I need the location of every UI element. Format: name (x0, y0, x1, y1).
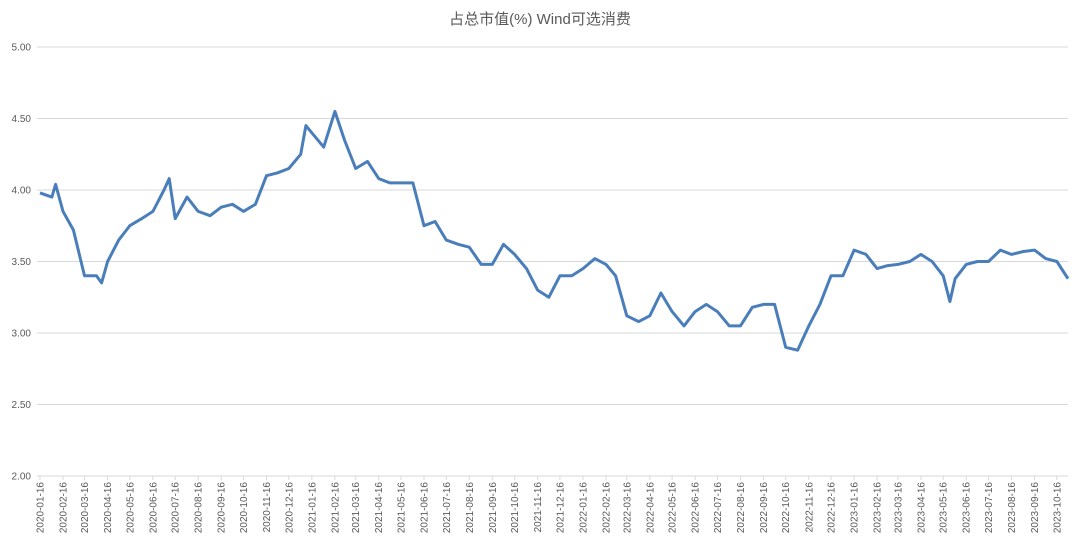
x-tick-label: 2021-02-16 (330, 482, 341, 534)
x-tick-label: 2020-06-16 (148, 482, 159, 534)
x-tick-label: 2020-10-16 (239, 482, 250, 534)
x-tick-label: 2021-04-16 (374, 482, 385, 534)
x-tick-label: 2021-06-16 (419, 482, 430, 534)
x-tick-label: 2023-10-16 (1052, 482, 1063, 534)
x-tick-label: 2022-01-16 (578, 482, 589, 534)
x-tick-label: 2023-07-16 (984, 482, 995, 534)
x-tick-label: 2020-08-16 (194, 482, 205, 534)
line-series (39, 109, 1070, 352)
x-tick-label: 2021-08-16 (465, 482, 476, 534)
chart-title: 占总市值(%) Wind可选消费 (449, 11, 631, 28)
x-tick-label: 2023-04-16 (916, 482, 927, 534)
x-tick-label: 2020-09-16 (217, 482, 228, 534)
x-tick-label: 2022-12-16 (827, 482, 838, 534)
x-tick-label: 2022-10-16 (781, 482, 792, 534)
x-tick-label: 2021-12-16 (555, 482, 566, 534)
x-tick-label: 2022-04-16 (645, 482, 656, 534)
x-tick-label: 2023-06-16 (962, 482, 973, 534)
y-tick-label: 2.00 (12, 472, 32, 483)
x-tick-label: 2020-04-16 (103, 482, 114, 534)
x-tick-label: 2021-10-16 (510, 482, 521, 534)
x-tick-label: 2020-12-16 (284, 482, 295, 534)
x-tick-label: 2023-05-16 (939, 482, 950, 534)
x-tick-label: 2020-07-16 (171, 482, 182, 534)
x-tick-label: 2021-07-16 (442, 482, 453, 534)
x-tick-label: 2021-11-16 (533, 482, 544, 533)
x-tick-label: 2022-08-16 (736, 482, 747, 534)
x-tick-label: 2022-07-16 (713, 482, 724, 534)
y-tick-label: 3.00 (12, 329, 32, 340)
y-tick-label: 4.00 (12, 186, 32, 197)
x-tick-label: 2023-03-16 (893, 482, 904, 534)
x-tick-label: 2021-03-16 (351, 482, 362, 534)
x-tick-label: 2022-09-16 (759, 482, 770, 534)
x-tick-label: 2023-02-16 (873, 482, 884, 534)
y-tick-label: 5.00 (12, 43, 32, 54)
x-tick-label: 2022-02-16 (601, 482, 612, 534)
x-tick-label: 2022-11-16 (804, 482, 815, 533)
x-tick-label: 2021-01-16 (307, 482, 318, 534)
x-tick-label: 2023-08-16 (1007, 482, 1018, 534)
x-tick-label: 2022-06-16 (691, 482, 702, 534)
x-tick-label: 2023-09-16 (1030, 482, 1041, 534)
x-tick-label: 2020-11-16 (262, 482, 273, 533)
x-tick-label: 2023-01-16 (850, 482, 861, 534)
x-tick-label: 2020-05-16 (125, 482, 136, 534)
x-tick-label: 2020-03-16 (80, 482, 91, 534)
x-tick-label: 2020-01-16 (35, 482, 46, 534)
y-tick-label: 3.50 (12, 257, 32, 268)
x-tick-label: 2021-05-16 (396, 482, 407, 534)
x-tick-label: 2022-05-16 (668, 482, 679, 534)
x-tick-label: 2020-02-16 (58, 482, 69, 534)
x-tick-label: 2022-03-16 (622, 482, 633, 534)
y-tick-label: 4.50 (12, 114, 32, 125)
x-tick-label: 2021-09-16 (488, 482, 499, 534)
y-tick-label: 2.50 (12, 400, 32, 411)
